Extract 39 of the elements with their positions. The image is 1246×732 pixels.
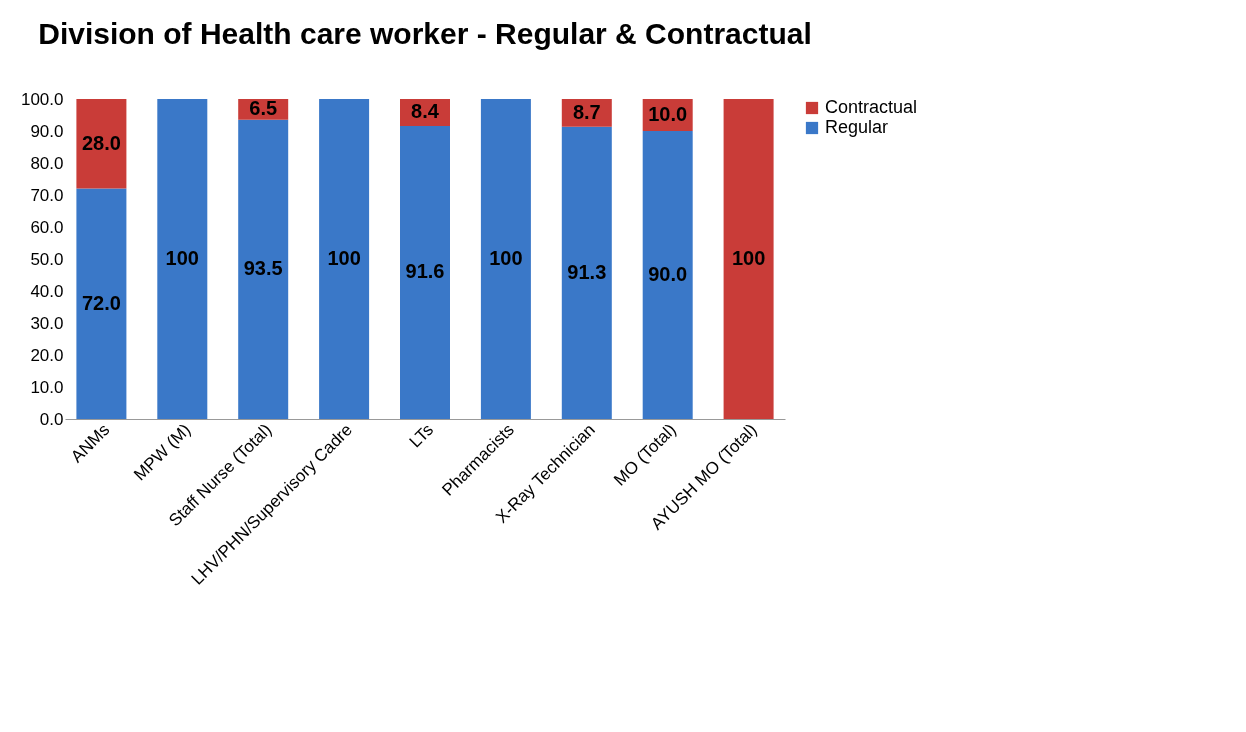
bar	[400, 125, 450, 419]
y-tick-label: 100.0	[20, 89, 64, 109]
bar	[319, 99, 370, 419]
chart-title: Division of Health care worker - Regular & Contractual	[38, 17, 812, 50]
y-tick-label: 90.0	[30, 121, 64, 141]
data-label: 100	[489, 247, 523, 269]
y-tick-label: 0.0	[39, 409, 64, 429]
data-label: 90.0	[648, 263, 688, 285]
x-tick-label: LTs	[405, 420, 438, 452]
data-label: 6.5	[249, 97, 278, 120]
y-tick-label: 60.0	[30, 217, 64, 237]
bar	[480, 99, 531, 419]
bar	[723, 99, 774, 419]
bar	[642, 131, 693, 419]
y-tick-label: 10.0	[30, 377, 64, 397]
data-label: 91.6	[405, 260, 445, 283]
bar	[157, 99, 208, 419]
data-label: 100	[327, 247, 361, 269]
data-label: 100	[165, 247, 199, 269]
data-label: 91.3	[567, 260, 607, 283]
data-label: 8.7	[572, 100, 601, 123]
y-tick-label: 30.0	[30, 313, 64, 333]
y-tick-label: 40.0	[30, 281, 64, 301]
legend-label: Regular	[825, 117, 889, 137]
bar	[561, 126, 612, 419]
y-tick-label: 20.0	[30, 345, 64, 365]
data-label: 8.4	[411, 100, 440, 123]
y-tick-label: 50.0	[30, 249, 64, 269]
legend-label: Contractual	[825, 97, 918, 117]
data-label: 10.0	[648, 103, 688, 125]
data-label: 28.0	[81, 131, 121, 154]
data-label: 72.0	[81, 291, 121, 314]
y-tick-label: 80.0	[30, 153, 64, 173]
data-label: 100	[731, 247, 766, 269]
bar	[76, 99, 127, 189]
bar	[238, 119, 289, 419]
bar	[76, 188, 127, 419]
data-label: 93.5	[243, 257, 283, 280]
y-tick-label: 70.0	[30, 185, 64, 205]
